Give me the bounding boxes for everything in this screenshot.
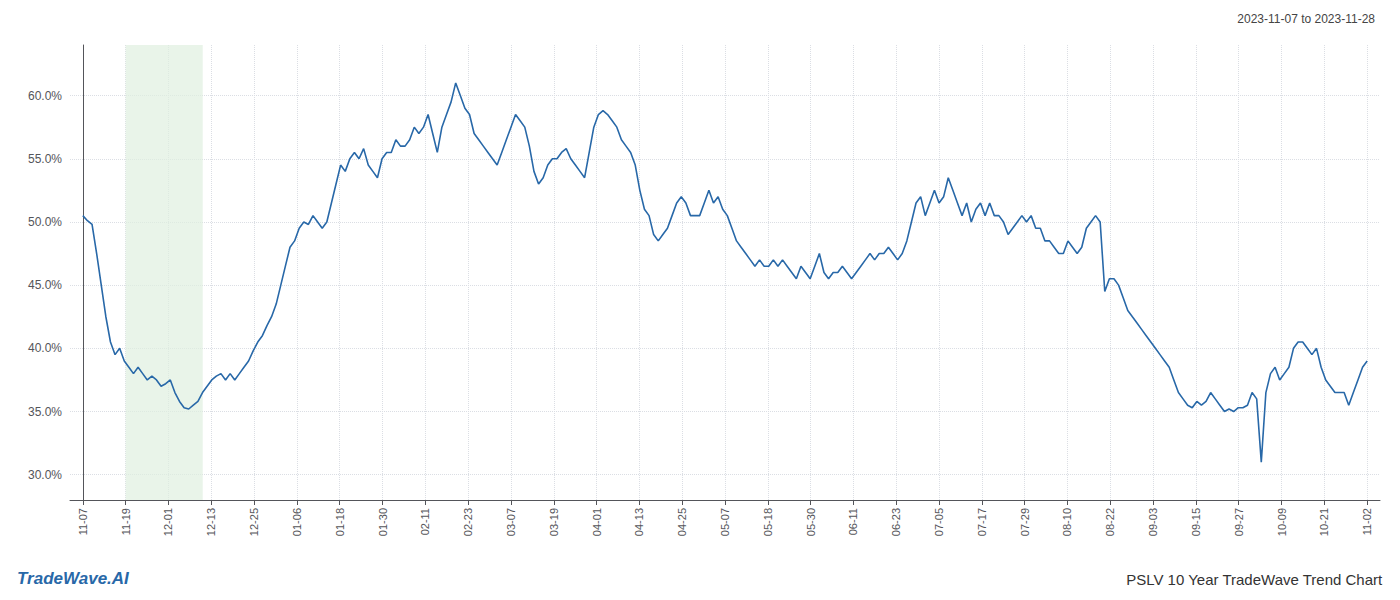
svg-text:35.0%: 35.0% [28, 405, 62, 419]
svg-text:01-30: 01-30 [377, 508, 389, 536]
svg-text:03-07: 03-07 [505, 508, 517, 536]
svg-text:12-25: 12-25 [248, 508, 260, 536]
svg-text:45.0%: 45.0% [28, 278, 62, 292]
svg-text:10-09: 10-09 [1276, 508, 1288, 536]
svg-text:06-11: 06-11 [847, 508, 859, 535]
svg-text:10-21: 10-21 [1318, 508, 1330, 536]
svg-text:08-10: 08-10 [1061, 508, 1073, 536]
svg-text:11-19: 11-19 [120, 508, 132, 535]
svg-text:02-23: 02-23 [462, 508, 474, 536]
svg-text:01-06: 01-06 [291, 508, 303, 536]
svg-text:PSLV 10 Year TradeWave Trend C: PSLV 10 Year TradeWave Trend Chart [1126, 571, 1383, 588]
svg-text:60.0%: 60.0% [28, 89, 62, 103]
svg-text:30.0%: 30.0% [28, 468, 62, 482]
svg-text:12-13: 12-13 [205, 508, 217, 536]
svg-text:11-02: 11-02 [1361, 508, 1373, 535]
svg-text:50.0%: 50.0% [28, 215, 62, 229]
svg-text:02-11: 02-11 [419, 508, 431, 535]
svg-text:04-25: 04-25 [676, 508, 688, 536]
svg-text:12-01: 12-01 [162, 508, 174, 536]
svg-text:06-23: 06-23 [890, 508, 902, 536]
svg-text:2023-11-07 to 2023-11-28: 2023-11-07 to 2023-11-28 [1237, 12, 1375, 26]
svg-text:09-03: 09-03 [1147, 508, 1159, 536]
svg-text:05-30: 05-30 [805, 508, 817, 536]
svg-text:09-15: 09-15 [1190, 508, 1202, 536]
svg-text:07-05: 07-05 [933, 508, 945, 536]
svg-text:55.0%: 55.0% [28, 152, 62, 166]
svg-text:05-07: 05-07 [719, 508, 731, 536]
svg-text:09-27: 09-27 [1233, 508, 1245, 536]
svg-text:07-29: 07-29 [1019, 508, 1031, 536]
svg-text:03-19: 03-19 [548, 508, 560, 536]
svg-text:04-13: 04-13 [633, 508, 645, 536]
svg-text:04-01: 04-01 [591, 508, 603, 536]
svg-text:40.0%: 40.0% [28, 341, 62, 355]
svg-text:TradeWave.AI: TradeWave.AI [17, 569, 130, 588]
svg-text:01-18: 01-18 [334, 508, 346, 536]
svg-text:07-17: 07-17 [976, 508, 988, 536]
svg-text:11-07: 11-07 [77, 508, 89, 535]
svg-text:05-18: 05-18 [762, 508, 774, 536]
svg-text:08-22: 08-22 [1104, 508, 1116, 536]
